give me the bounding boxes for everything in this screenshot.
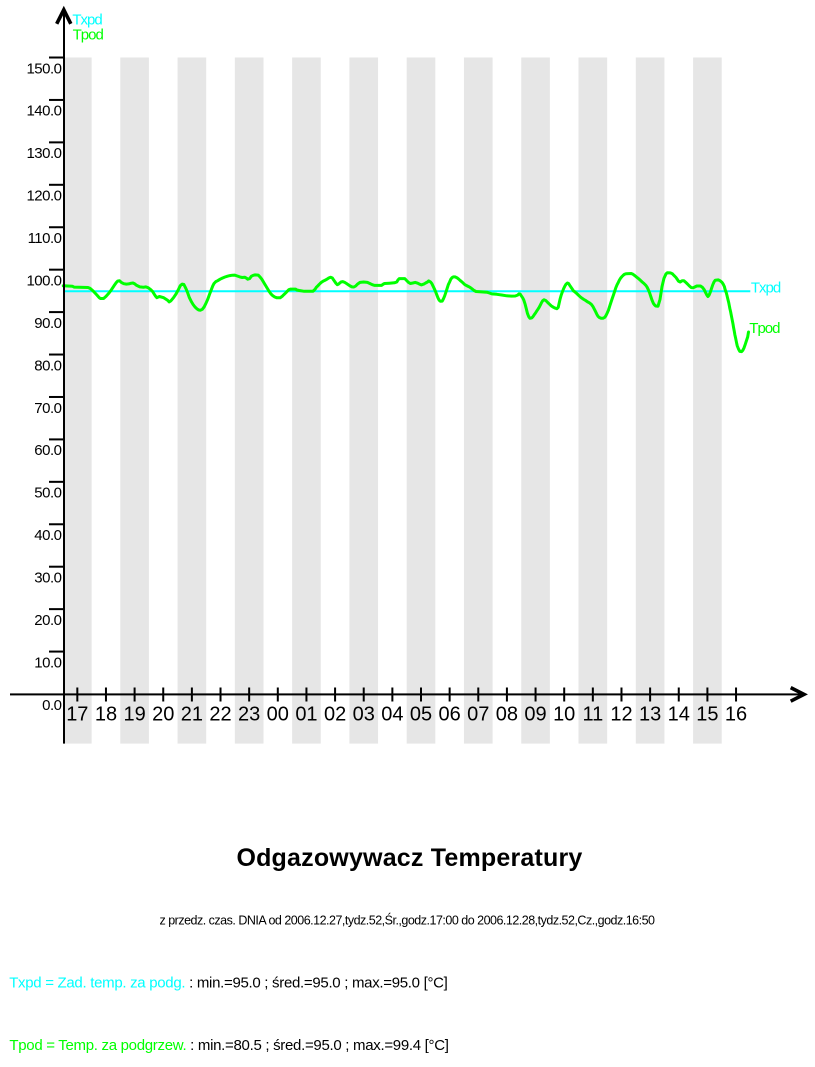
svg-text:07: 07 [467, 704, 489, 726]
svg-text:140.0: 140.0 [26, 103, 61, 120]
svg-text:60.0: 60.0 [34, 442, 61, 459]
svg-text:Tpod: Tpod [749, 320, 780, 337]
svg-text:70.0: 70.0 [34, 400, 61, 417]
svg-text:40.0: 40.0 [34, 527, 61, 544]
svg-text:17: 17 [66, 704, 88, 726]
svg-text:13: 13 [639, 704, 661, 726]
svg-text:120.0: 120.0 [26, 188, 61, 205]
svg-text:20: 20 [152, 704, 174, 726]
svg-text:00: 00 [267, 704, 289, 726]
svg-text:130.0: 130.0 [26, 145, 61, 162]
svg-text:21: 21 [181, 704, 203, 726]
svg-text:80.0: 80.0 [34, 357, 61, 374]
svg-text:30.0: 30.0 [34, 570, 61, 587]
svg-text:Txpd = Zad. temp. za podg. : m: Txpd = Zad. temp. za podg. : min.=95.0 ;… [9, 975, 447, 992]
svg-text:110.0: 110.0 [28, 230, 62, 247]
svg-text:02: 02 [324, 704, 346, 726]
svg-text:22: 22 [209, 704, 231, 726]
svg-text:50.0: 50.0 [34, 485, 61, 502]
svg-text:Tpod = Temp. za podgrzew. : mi: Tpod = Temp. za podgrzew. : min.=80.5 ; … [9, 1037, 448, 1054]
svg-text:Tpod: Tpod [73, 26, 104, 43]
svg-text:Txpd: Txpd [72, 11, 102, 28]
svg-text:100.0: 100.0 [26, 272, 61, 289]
svg-text:Odgazowywacz Temperatury: Odgazowywacz Temperatury [236, 844, 582, 872]
svg-text:06: 06 [439, 704, 461, 726]
svg-text:03: 03 [353, 704, 375, 726]
svg-text:Txpd: Txpd [751, 279, 781, 296]
svg-text:11: 11 [582, 704, 603, 726]
svg-text:0.0: 0.0 [42, 697, 62, 714]
svg-text:04: 04 [381, 704, 403, 726]
svg-text:90.0: 90.0 [34, 315, 61, 332]
svg-text:05: 05 [410, 704, 432, 726]
svg-text:23: 23 [238, 704, 260, 726]
svg-text:15: 15 [696, 704, 718, 726]
svg-text:16: 16 [725, 704, 747, 726]
svg-text:14: 14 [668, 704, 690, 726]
svg-text:12: 12 [610, 704, 632, 726]
svg-text:09: 09 [524, 704, 546, 726]
svg-text:19: 19 [123, 704, 145, 726]
svg-text:10: 10 [553, 704, 575, 726]
svg-text:20.0: 20.0 [34, 612, 61, 629]
svg-text:10.0: 10.0 [34, 654, 61, 671]
svg-text:z przedz. czas. DNIA od 2006.1: z przedz. czas. DNIA od 2006.12.27,tydz.… [159, 912, 655, 927]
svg-text:01: 01 [295, 704, 317, 726]
svg-text:18: 18 [95, 704, 117, 726]
svg-text:150.0: 150.0 [26, 60, 61, 77]
svg-text:08: 08 [496, 704, 518, 726]
